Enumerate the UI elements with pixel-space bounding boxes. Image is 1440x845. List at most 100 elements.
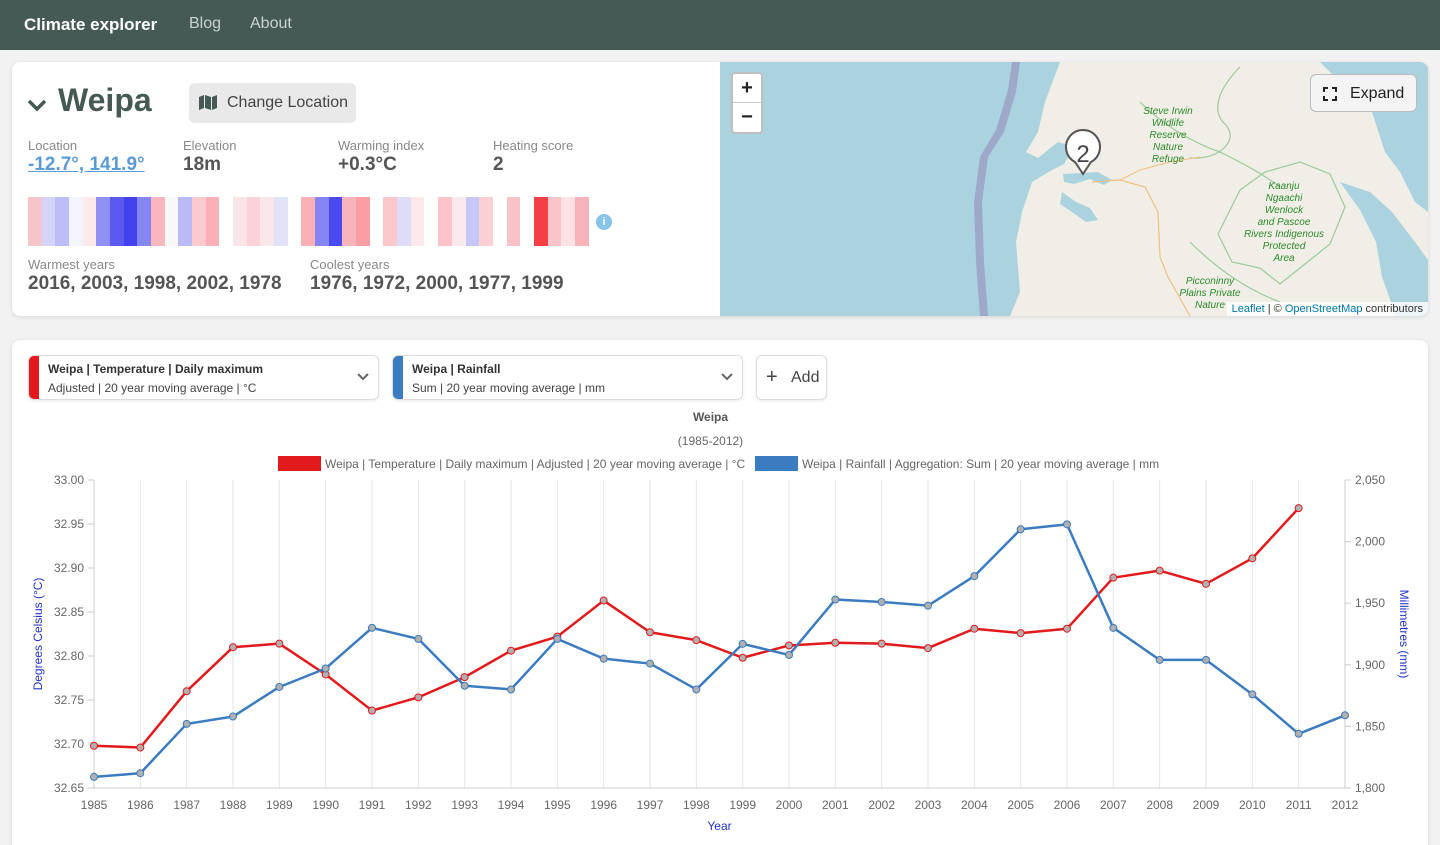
attribution-separator: | © (1264, 303, 1285, 315)
brand-link[interactable]: Climate explorer (24, 15, 158, 34)
warming-stripe (246, 197, 261, 246)
map-label: Protected (1263, 241, 1306, 252)
map-label: Steve Irwin (1143, 106, 1193, 117)
marker-count: 2 (1076, 141, 1089, 168)
data-point (368, 623, 376, 632)
map-marker-cluster[interactable] (1065, 129, 1101, 176)
data-point (692, 685, 701, 694)
nav-link-blog[interactable]: Blog (189, 15, 222, 32)
data-point (1109, 573, 1118, 582)
location-title: Weipa (58, 82, 152, 118)
data-point (414, 693, 423, 702)
x-tick-label: 1988 (220, 798, 247, 812)
rainfall-line (93, 523, 1346, 779)
warming-stripe (233, 197, 247, 246)
x-tick-label: 1993 (451, 798, 478, 812)
y-tick-label-left: 33.00 (54, 473, 84, 487)
expand-map-button[interactable]: Expand (1310, 74, 1417, 112)
osm-link[interactable]: OpenStreetMap (1284, 303, 1363, 315)
data-point (877, 597, 886, 606)
warming-stripe (205, 197, 220, 246)
map-icon (199, 95, 217, 110)
stat-label: Warming index (338, 138, 425, 153)
x-tick-label: 2002 (868, 798, 895, 812)
data-point (785, 650, 793, 659)
data-point (1155, 566, 1164, 575)
x-tick-label: 1994 (498, 798, 525, 812)
data-point (1016, 629, 1025, 638)
x-tick-label: 2000 (776, 798, 803, 812)
warmest-years-label: Warmest years (28, 257, 115, 272)
series-subtitle: Adjusted | 20 year moving average | °C (48, 381, 257, 395)
stat-label: Elevation (183, 138, 237, 153)
data-point (831, 638, 840, 647)
data-point (1248, 690, 1257, 699)
data-point (1155, 655, 1164, 664)
expand-icon (1323, 87, 1337, 101)
warming-stripe (178, 197, 193, 246)
data-point (1202, 655, 1210, 664)
map-boundary-line (974, 62, 1020, 316)
data-point (599, 654, 608, 663)
series-title: Weipa | Rainfall (412, 362, 501, 376)
data-point (1294, 729, 1303, 738)
data-point (182, 687, 191, 696)
map-label: Rivers Indigenous (1244, 229, 1324, 240)
warming-stripe (82, 197, 97, 246)
location-card: Weipa Change Location Location -12.7°, 1… (12, 62, 1428, 316)
y-tick-label-left: 32.95 (54, 517, 84, 531)
stat-warming-index: Warming index +0.3°C (338, 138, 424, 176)
x-tick-label: 1998 (683, 798, 710, 812)
zoom-out-button[interactable]: − (741, 106, 753, 128)
data-point (460, 673, 469, 682)
nav-link-about[interactable]: About (250, 15, 292, 32)
zoom-in-button[interactable]: + (733, 74, 761, 103)
data-point (924, 644, 932, 653)
y-axis-title-right: Millimetres (mm) (1397, 590, 1411, 679)
data-point (90, 741, 98, 750)
series-selector-temperature[interactable]: Weipa | Temperature | Daily maximum Adju… (28, 355, 379, 400)
data-point (692, 636, 701, 645)
x-axis-title: Year (707, 819, 731, 833)
info-icon[interactable]: i (596, 214, 612, 230)
series-selector-rainfall[interactable]: Weipa | Rainfall Sum | 20 year moving av… (392, 355, 743, 400)
y-tick-label-right: 1,800 (1355, 781, 1385, 795)
x-tick-label: 1995 (544, 798, 571, 812)
warming-stripe (260, 197, 275, 246)
data-point (924, 601, 932, 610)
x-tick-label: 1999 (729, 798, 756, 812)
y-tick-label-right: 1,950 (1355, 596, 1385, 610)
stat-value: 18m (183, 154, 222, 175)
location-map[interactable]: 2 Steve Irwin Wildlife Reserve Nature Re… (720, 62, 1428, 316)
map-reserve-boundary (1217, 161, 1346, 285)
data-point (229, 712, 237, 721)
expand-label: Expand (1350, 85, 1405, 102)
x-tick-label: 2005 (1007, 798, 1034, 812)
warming-stripe (123, 197, 138, 246)
add-series-button[interactable]: + Add (756, 355, 827, 400)
data-point (970, 572, 979, 581)
chart-subtitle: (1985-2012) (678, 434, 743, 448)
warming-stripe (383, 197, 398, 246)
data-point (368, 706, 376, 715)
data-point (321, 664, 330, 673)
x-tick-label: 2010 (1239, 798, 1266, 812)
change-location-button[interactable]: Change Location (189, 83, 356, 123)
data-point (1202, 579, 1210, 588)
data-point (1063, 624, 1071, 633)
series-subtitle: Sum | 20 year moving average | mm (412, 381, 605, 395)
warming-stripe (151, 197, 165, 246)
coordinates-link[interactable]: -12.7°, 141.9° (28, 154, 145, 175)
leaflet-link[interactable]: Leaflet (1231, 303, 1265, 315)
map-label: Wenlock (1265, 205, 1304, 216)
warming-stripe (315, 197, 329, 246)
chevron-down-icon[interactable] (26, 94, 48, 116)
data-point (275, 639, 284, 648)
warming-stripe (424, 197, 439, 246)
map-road (1119, 156, 1201, 181)
stat-label: Heating score (493, 138, 574, 153)
data-point (1248, 554, 1257, 563)
map-label: Wildlife (1152, 118, 1185, 129)
map-estuary (1060, 192, 1098, 222)
y-tick-label-right: 1,900 (1355, 658, 1385, 672)
